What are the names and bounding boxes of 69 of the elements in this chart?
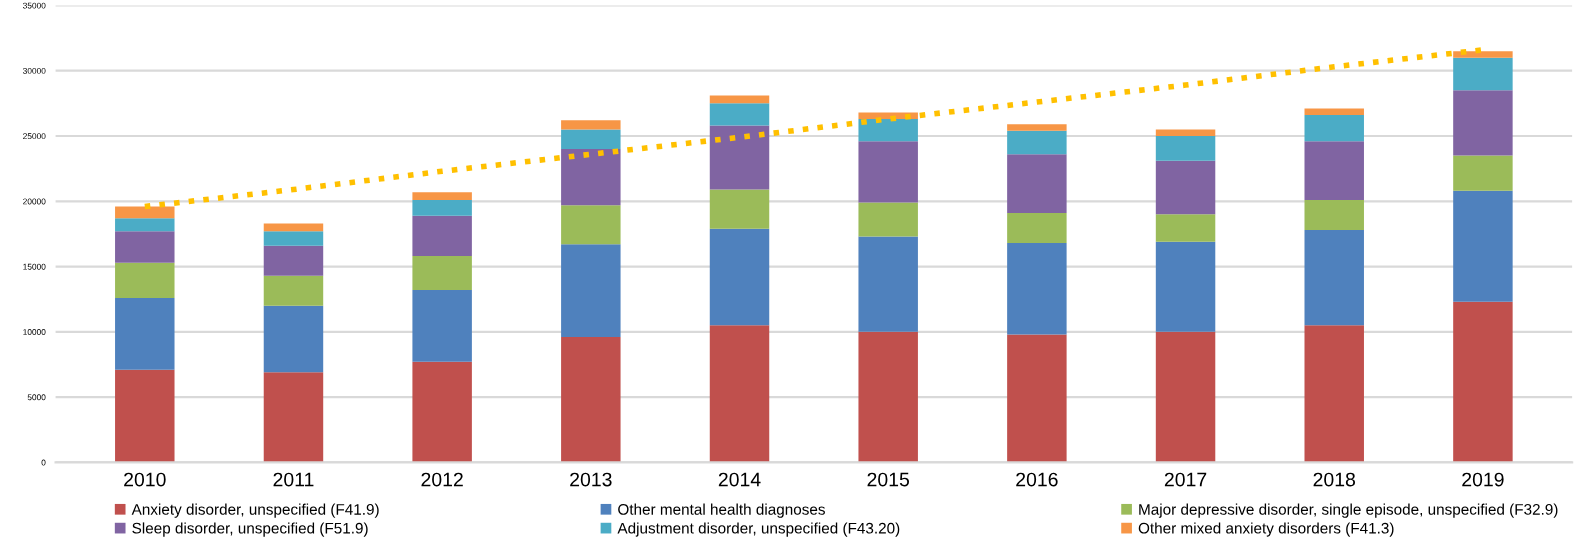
- bar: [709, 325, 770, 463]
- bar: [858, 119, 918, 142]
- bar: [1155, 214, 1216, 242]
- bar: [1453, 90, 1513, 156]
- bar: [115, 206, 175, 219]
- bar: [858, 331, 918, 463]
- bar: [1453, 155, 1513, 191]
- bar: [561, 244, 621, 338]
- bar: [561, 129, 621, 150]
- bar: [1007, 130, 1067, 155]
- bar: [1453, 57, 1513, 91]
- bar: [115, 369, 175, 463]
- bar: [412, 361, 472, 463]
- x-tick-label: 2010: [124, 472, 166, 487]
- bar: [263, 231, 324, 246]
- bar: [1304, 230, 1364, 326]
- bar: [1007, 243, 1067, 335]
- bar: [561, 337, 621, 463]
- x-tick-label: 2015: [867, 472, 910, 487]
- bar: [1304, 199, 1364, 230]
- bar: [412, 290, 472, 362]
- bar: [1155, 136, 1216, 161]
- bar: [1155, 160, 1216, 215]
- bar: [709, 189, 770, 229]
- bar: [1007, 334, 1067, 463]
- bar: [858, 236, 918, 332]
- bar: [561, 149, 621, 206]
- line-series: [142, 47, 1486, 210]
- bar: [263, 305, 324, 373]
- bar: [1304, 115, 1364, 142]
- x-tick-label: 2014: [718, 472, 761, 487]
- bar: [1453, 190, 1513, 302]
- bar: [1304, 108, 1364, 116]
- x-tick-label: 2019: [1462, 472, 1504, 487]
- bar: [709, 125, 770, 190]
- bar: [1007, 154, 1067, 214]
- bar: [1453, 301, 1513, 463]
- x-tick-label: 2012: [421, 472, 463, 487]
- bar: [1453, 51, 1513, 58]
- x-tick-label: 2013: [570, 472, 612, 487]
- bar: [561, 205, 621, 245]
- bar: [1155, 129, 1216, 136]
- x-tick-label: 2016: [1016, 472, 1058, 487]
- bar: [263, 275, 324, 306]
- bar: [115, 218, 175, 232]
- bar: [412, 215, 472, 257]
- bar: [263, 372, 324, 463]
- bar: [1304, 141, 1364, 200]
- x-tick-label: 2011: [273, 472, 314, 487]
- x-tick-label: 2018: [1313, 472, 1356, 487]
- bar: [561, 120, 621, 130]
- x-tick-label: 2017: [1164, 472, 1207, 487]
- bar: [263, 245, 324, 276]
- bar: [1155, 331, 1216, 463]
- bar: [709, 228, 770, 326]
- bar: [115, 297, 175, 370]
- bar: [1155, 241, 1216, 332]
- bar: [858, 141, 918, 203]
- bar: [115, 231, 175, 263]
- bar: [1304, 325, 1364, 463]
- bar: [412, 199, 472, 216]
- bar: [1007, 124, 1067, 131]
- bar: [263, 223, 324, 232]
- bar: [115, 262, 175, 298]
- bar: [858, 202, 918, 237]
- bar: [412, 192, 472, 200]
- bar: [1007, 213, 1067, 244]
- bar: [412, 256, 472, 291]
- bar: [709, 103, 770, 126]
